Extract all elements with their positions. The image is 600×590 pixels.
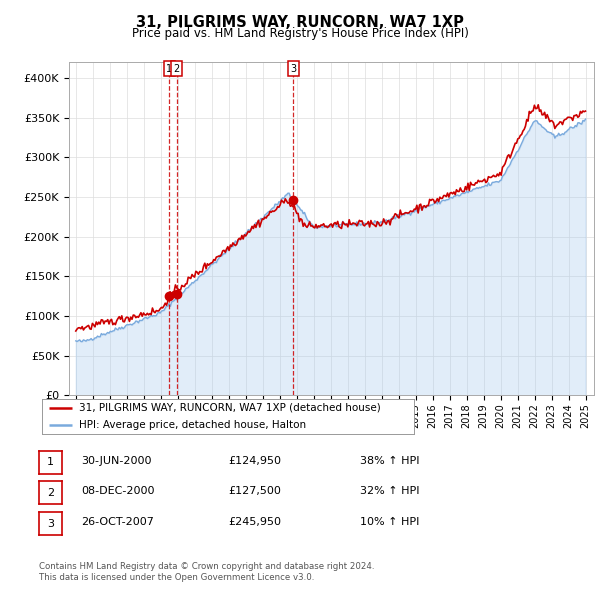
Text: 32% ↑ HPI: 32% ↑ HPI [360, 487, 419, 496]
Text: 08-DEC-2000: 08-DEC-2000 [81, 487, 155, 496]
Text: 3: 3 [47, 519, 54, 529]
Text: Price paid vs. HM Land Registry's House Price Index (HPI): Price paid vs. HM Land Registry's House … [131, 27, 469, 40]
Text: 31, PILGRIMS WAY, RUNCORN, WA7 1XP (detached house): 31, PILGRIMS WAY, RUNCORN, WA7 1XP (deta… [79, 403, 381, 413]
Text: 1: 1 [47, 457, 54, 467]
Text: 3: 3 [290, 64, 296, 74]
Text: £124,950: £124,950 [228, 456, 281, 466]
Text: 31, PILGRIMS WAY, RUNCORN, WA7 1XP: 31, PILGRIMS WAY, RUNCORN, WA7 1XP [136, 15, 464, 30]
Text: Contains HM Land Registry data © Crown copyright and database right 2024.
This d: Contains HM Land Registry data © Crown c… [39, 562, 374, 582]
Text: 38% ↑ HPI: 38% ↑ HPI [360, 456, 419, 466]
Text: £245,950: £245,950 [228, 517, 281, 527]
Text: 30-JUN-2000: 30-JUN-2000 [81, 456, 151, 466]
Text: 2: 2 [173, 64, 179, 74]
Text: 26-OCT-2007: 26-OCT-2007 [81, 517, 154, 527]
Text: £127,500: £127,500 [228, 487, 281, 496]
Text: HPI: Average price, detached house, Halton: HPI: Average price, detached house, Halt… [79, 420, 307, 430]
Text: 1: 1 [166, 64, 172, 74]
Text: 10% ↑ HPI: 10% ↑ HPI [360, 517, 419, 527]
Text: 2: 2 [47, 488, 54, 498]
